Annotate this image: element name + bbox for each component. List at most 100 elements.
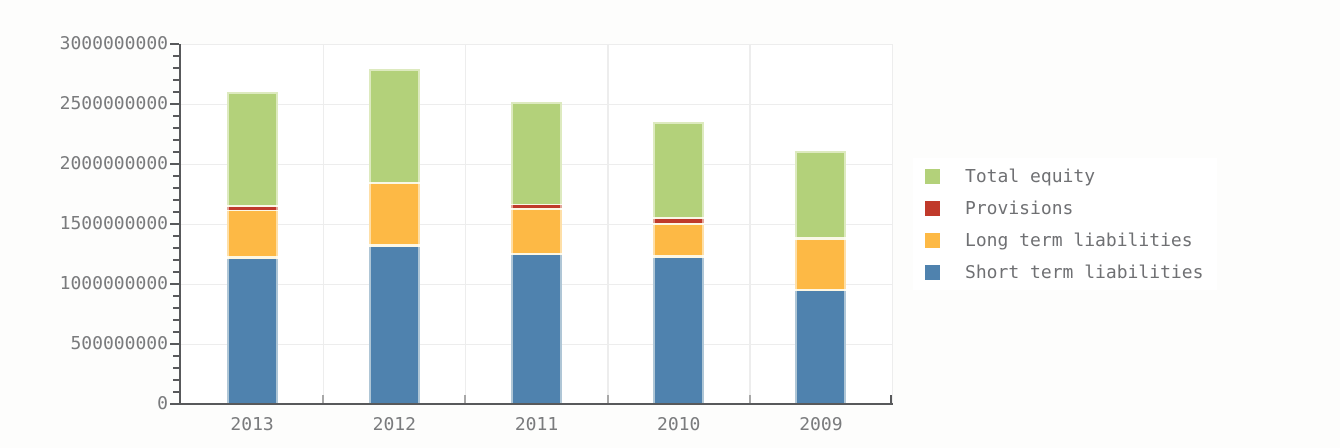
y-minor-tick [173,187,179,189]
bar-outline [511,101,562,404]
y-major-tick [170,283,179,285]
bar-segment-long-term-liabilities [653,222,705,258]
bar-outline [653,122,705,404]
bar-2010 [653,122,705,404]
y-major-tick [170,43,179,45]
y-major-tick [170,103,179,105]
bar-segment-long-term-liabilities [795,239,847,292]
x-category-tick [748,395,751,403]
x-category-tick [322,395,325,403]
legend-label: Provisions [965,197,1074,219]
bar-segment-total-equity [226,92,278,208]
bar-segment-short-term-liabilities [511,255,562,404]
segment-separator [368,244,420,247]
y-tick-label: 1000000000 [59,273,168,294]
legend-label: Total equity [965,165,1096,187]
y-minor-tick [173,247,179,249]
y-axis-line [179,44,181,405]
segment-separator [226,204,278,207]
segment-separator [653,255,705,258]
segment-separator [653,217,705,220]
bar-2011 [511,101,562,404]
bar-segment-short-term-liabilities [795,291,847,404]
bar-segment-total-equity [795,150,847,240]
bar-segment-short-term-liabilities [226,258,278,404]
bar-2009 [795,150,847,404]
gridline-horizontal [181,43,892,45]
legend-item: Long term liabilities [913,224,1217,256]
bar-segment-total-equity [511,101,562,206]
segment-separator [511,203,562,206]
bar-segment-long-term-liabilities [368,184,420,247]
y-major-tick [170,403,179,405]
segment-separator [511,252,562,256]
x-tick-label: 2009 [799,414,843,435]
y-major-tick [170,343,179,345]
bar-2012 [368,69,420,404]
bar-segment-long-term-liabilities [226,209,278,259]
bar-segment-short-term-liabilities [653,257,705,404]
y-minor-tick [173,331,179,333]
x-tick-label: 2010 [657,414,701,435]
y-minor-tick [173,175,179,177]
legend: Total equity Provisions Long term liabilit… [913,158,1217,290]
legend-label: Long term liabilities [965,229,1193,251]
gridline-vertical [891,44,893,404]
y-minor-tick [173,127,179,129]
bar-2013 [226,92,278,404]
y-minor-tick [173,319,179,321]
bar-outline [795,150,847,404]
legend-swatch-provisions [925,200,940,216]
y-tick-label: 3000000000 [59,33,168,54]
y-minor-tick [173,391,179,393]
y-minor-tick [173,151,179,153]
bar-segment-provisions [653,219,705,223]
y-minor-tick [173,295,179,297]
y-minor-tick [173,379,179,381]
segment-separator [368,181,420,185]
y-major-tick [170,223,179,225]
y-minor-tick [173,235,179,237]
y-minor-tick [173,211,179,213]
y-minor-tick [173,259,179,261]
bar-segment-total-equity [368,69,420,185]
y-minor-tick [173,367,179,369]
y-minor-tick [173,91,179,93]
bar-outline [226,92,278,404]
legend-item: Total equity [913,160,1217,192]
y-tick-label: 1500000000 [59,213,168,234]
legend-item: Provisions [913,192,1217,224]
bar-segment-short-term-liabilities [368,246,420,404]
segment-separator [226,209,278,212]
legend-item: Short term liabilities [913,256,1217,288]
y-tick-label: 2500000000 [59,93,168,114]
y-minor-tick [173,55,179,57]
bar-segment-provisions [511,205,562,209]
x-axis-end-tick [890,395,892,403]
gridline-vertical [322,44,325,404]
y-minor-tick [173,79,179,81]
bar-segment-long-term-liabilities [511,208,562,256]
bar-outline [368,69,420,404]
bar-segment-total-equity [653,122,705,220]
segment-separator [653,222,705,225]
x-axis-line [179,403,893,405]
x-category-tick [464,395,467,403]
legend-label: Short term liabilities [965,261,1204,283]
y-minor-tick [173,67,179,69]
y-minor-tick [173,271,179,273]
y-major-tick [170,163,179,165]
y-minor-tick [173,115,179,117]
gridline-vertical [749,44,751,404]
x-tick-label: 2012 [372,414,416,435]
segment-separator [795,237,847,240]
y-minor-tick [173,307,179,309]
x-category-tick [606,395,609,403]
gridline-vertical [464,44,467,404]
legend-swatch-short-term-liabilities [925,264,940,280]
y-tick-label: 500000000 [70,333,168,354]
y-minor-tick [173,199,179,201]
gridline-vertical [607,44,609,404]
segment-separator [511,208,562,211]
